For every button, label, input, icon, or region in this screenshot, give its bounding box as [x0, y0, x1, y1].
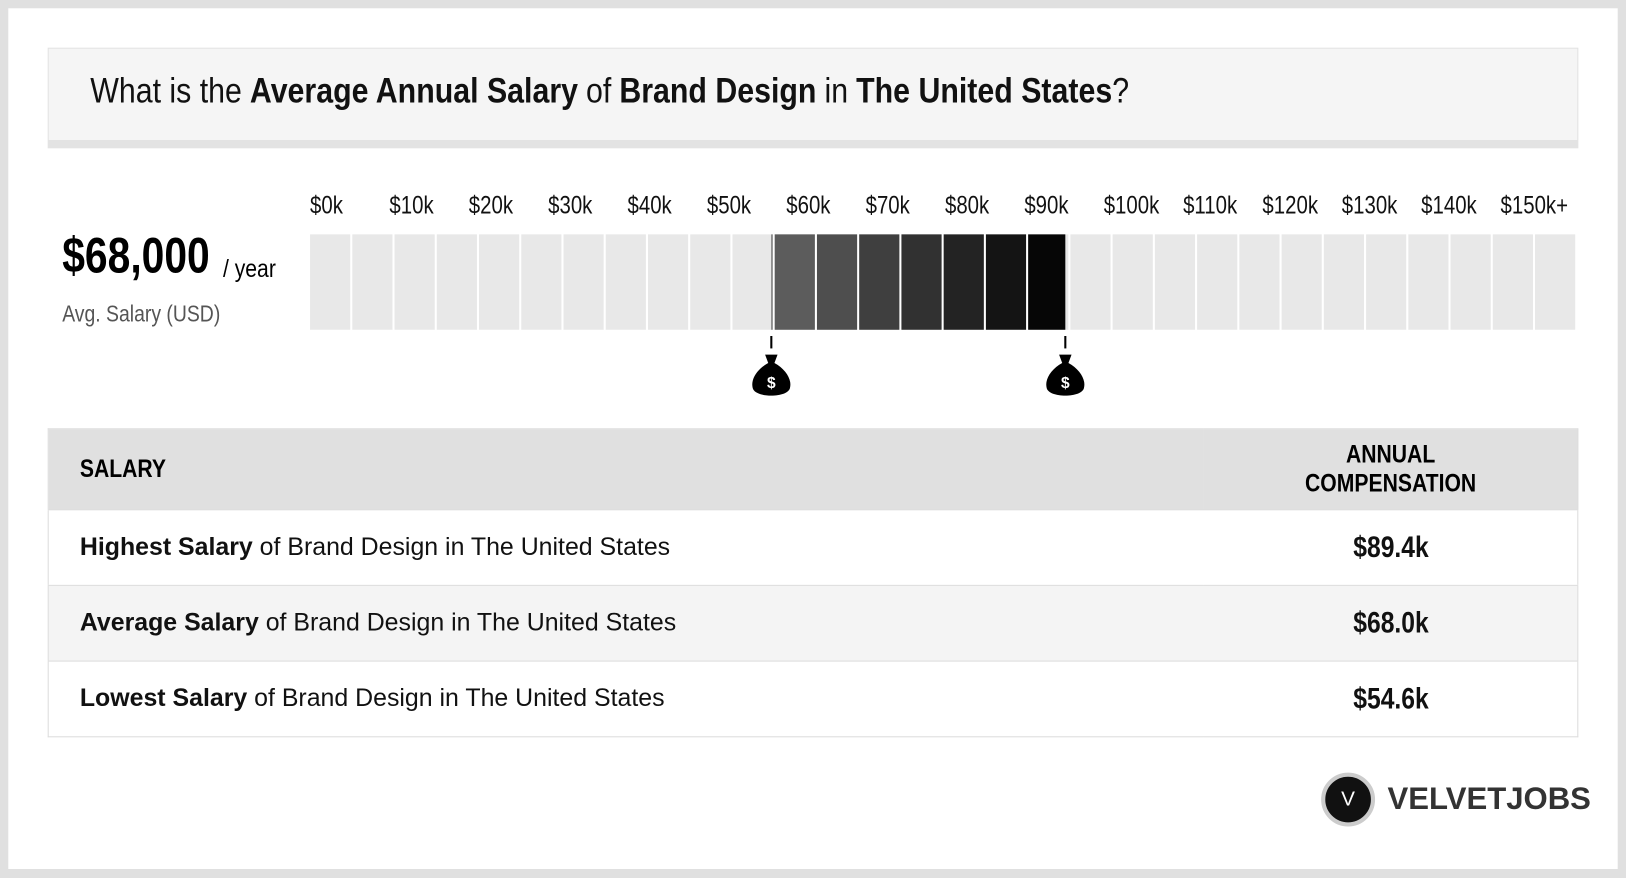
range-cell	[985, 234, 1027, 330]
table-header: SALARY ANNUAL COMPENSATION	[48, 428, 1578, 510]
tick-label: $50k	[707, 191, 752, 219]
scale-cell	[690, 234, 731, 330]
scale-cell	[1281, 234, 1322, 330]
column-header: ANNUAL COMPENSATION	[1203, 428, 1578, 510]
scale-cell	[1408, 234, 1449, 330]
row-label: Average Salary of Brand Design in The Un…	[48, 584, 1204, 662]
title-part: in	[824, 71, 849, 111]
salary-scale: $0k $10k $20k $30k $40k $50k $60k $70k $80k $90k $…	[310, 191, 1576, 396]
tick-label: $60k	[786, 191, 831, 219]
title-part: ?	[1112, 71, 1130, 111]
title-part: Average Annual Salary	[249, 71, 578, 111]
scale-cell	[1154, 234, 1196, 330]
row-label: Lowest Salary of Brand Design in The Uni…	[48, 660, 1204, 737]
range-cell	[771, 234, 773, 330]
row-value-text: $68.0k	[1352, 606, 1429, 640]
title-part: of	[586, 71, 612, 111]
range-cell	[1028, 234, 1066, 330]
row-value-text: $54.6k	[1352, 681, 1429, 716]
salary-marker: $	[752, 335, 791, 396]
range-cell	[774, 234, 815, 330]
tick-label: $40k	[628, 191, 673, 219]
row-label-rest: of Brand Design in The United States	[259, 533, 671, 562]
scale-cell	[310, 234, 351, 330]
row-label-rest: of Brand Design in The United States	[254, 684, 665, 713]
tick-label: $90k	[1024, 191, 1069, 219]
scale-cell	[394, 234, 435, 330]
row-label-bold: Lowest Salary	[79, 684, 248, 713]
range-cell	[859, 234, 900, 330]
table-row: Highest Salary of Brand Design in The Un…	[48, 509, 1578, 586]
scale-cell	[1450, 234, 1491, 330]
title-part: Brand Design	[619, 71, 817, 111]
scale-cell	[647, 234, 689, 330]
scale-cell	[1112, 234, 1153, 330]
tick-label: $70k	[866, 191, 911, 219]
title-part: What is the	[90, 71, 242, 111]
tick-label: $130k	[1342, 191, 1398, 219]
brand-name: VELVETJOBS	[1387, 781, 1591, 817]
scale-cell	[563, 234, 604, 330]
scale-cell	[1535, 234, 1576, 330]
amount-unit: / year	[222, 255, 276, 284]
column-header: SALARY	[48, 428, 1204, 510]
table-row: Lowest Salary of Brand Design in The Uni…	[48, 660, 1578, 737]
range-cell	[816, 234, 858, 330]
salary-range	[771, 234, 1066, 330]
brand-logo: V	[1321, 772, 1376, 827]
scale-cell	[521, 234, 562, 330]
scale-cell	[1197, 234, 1238, 330]
tick-label: $10k	[389, 191, 434, 219]
tick-label: $80k	[945, 191, 990, 219]
tick-label: $110k	[1183, 191, 1238, 219]
tick-label: $20k	[469, 191, 514, 219]
scale-cell	[1492, 234, 1533, 330]
average-amount: $68,000	[62, 229, 210, 285]
title-part: The United States	[856, 71, 1113, 111]
tick-label: $140k	[1421, 191, 1477, 219]
range-cell	[943, 234, 984, 330]
tick-label: $30k	[548, 191, 593, 219]
salary-table: SALARY ANNUAL COMPENSATION Highest Salar…	[47, 428, 1579, 738]
row-label: Highest Salary of Brand Design in The Un…	[48, 509, 1204, 586]
scale-cell	[1323, 234, 1365, 330]
row-label-rest: of Brand Design in The United States	[265, 608, 677, 637]
header: What is the Average Annual Salary of Brand …	[47, 47, 1579, 149]
scale-cell	[605, 234, 646, 330]
money-bag	[752, 354, 791, 396]
row-label-bold: Average Salary	[79, 608, 259, 637]
card: What is the Average Annual Salary of Brand …	[8, 8, 1618, 870]
money-sign: $	[767, 375, 776, 392]
row-value-text: $89.4k	[1352, 530, 1429, 564]
row-label-bold: Highest Salary	[79, 533, 253, 562]
row-value: $54.6k	[1203, 660, 1578, 737]
title: What is the Average Annual Salary of Brand …	[90, 72, 1137, 112]
scale-cell	[732, 234, 773, 330]
row-value: $68.0k	[1203, 584, 1578, 662]
scale-cell	[1366, 234, 1407, 330]
scale-cell	[1239, 234, 1280, 330]
tick-label: $100k	[1104, 191, 1160, 219]
salary-marker: $	[1046, 335, 1085, 396]
range-cell	[901, 234, 942, 330]
tick-label: $150k+	[1501, 191, 1569, 219]
scale-cell	[436, 234, 477, 330]
tick-label: $0k	[310, 191, 343, 219]
amount-label: Avg. Salary (USD)	[62, 300, 221, 327]
scale-cell	[352, 234, 393, 330]
scale-cell	[1070, 234, 1111, 330]
money-bag	[1046, 354, 1085, 396]
table-row: Average Salary of Brand Design in The Un…	[48, 584, 1578, 662]
scale-cell	[479, 234, 520, 330]
row-value: $89.4k	[1203, 509, 1578, 586]
brand: V VELVETJOBS	[1321, 772, 1591, 827]
money-sign: $	[1061, 375, 1070, 392]
tick-label: $120k	[1262, 191, 1318, 219]
